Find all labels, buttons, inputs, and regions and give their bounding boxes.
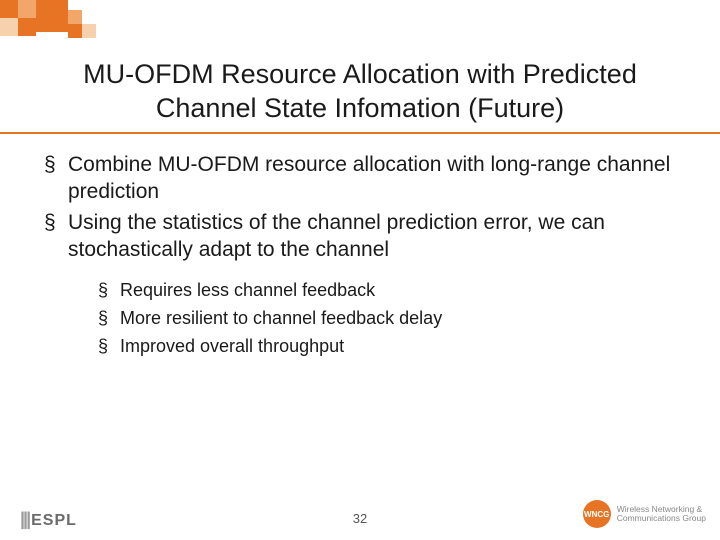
bullet-list: Combine MU-OFDM resource allocation with…: [38, 152, 682, 358]
slide-title: MU-OFDM Resource Allocation with Predict…: [40, 58, 680, 126]
sub-bullet-list: Requires less channel feedback More resi…: [94, 278, 682, 359]
slide-footer: |||ESPL 32 WNCG Wireless Networking & Co…: [0, 490, 720, 530]
deco-square: [68, 24, 82, 38]
deco-square: [18, 18, 36, 36]
corner-decoration: [0, 0, 150, 50]
sub-bullet-item: Requires less channel feedback: [94, 278, 682, 302]
deco-square: [68, 10, 82, 24]
deco-square: [0, 0, 18, 18]
sub-bullet-item: Improved overall throughput: [94, 334, 682, 358]
deco-square: [18, 0, 36, 18]
sub-bullet-item: More resilient to channel feedback delay: [94, 306, 682, 330]
wncg-text: Wireless Networking & Communications Gro…: [617, 505, 706, 524]
logo-left-text: ESPL: [31, 512, 77, 529]
slide-content: Combine MU-OFDM resource allocation with…: [38, 152, 682, 362]
deco-square: [36, 0, 68, 32]
wncg-line2: Communications Group: [617, 514, 706, 523]
deco-square: [82, 24, 96, 38]
page-number: 32: [353, 511, 367, 526]
wncg-badge-icon: WNCG: [583, 500, 611, 528]
bullet-text: Using the statistics of the channel pred…: [68, 211, 605, 261]
title-underline: [0, 132, 720, 134]
logo-left: |||ESPL: [20, 509, 77, 530]
logo-right: WNCG Wireless Networking & Communication…: [583, 500, 706, 528]
deco-square: [0, 18, 18, 36]
slide: MU-OFDM Resource Allocation with Predict…: [0, 0, 720, 540]
bullet-item: Using the statistics of the channel pred…: [38, 210, 682, 359]
bullet-item: Combine MU-OFDM resource allocation with…: [38, 152, 682, 206]
logo-left-icon: |||: [20, 509, 29, 530]
